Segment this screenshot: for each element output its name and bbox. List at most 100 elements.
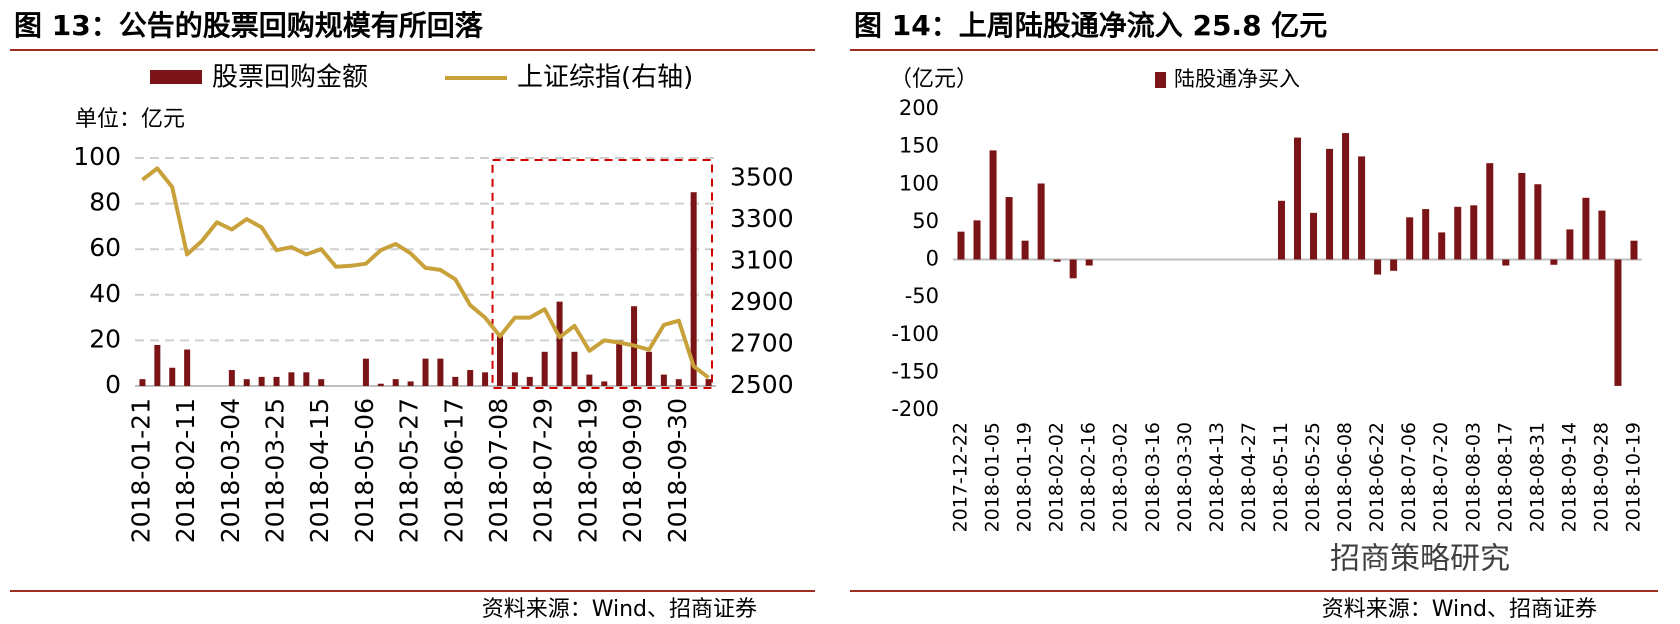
source: 资料来源：Wind、招商证券: [482, 597, 757, 622]
y-tick-label: 0: [926, 247, 939, 271]
bar: [1614, 259, 1622, 386]
x-tick-label: 2018-04-27: [1238, 422, 1260, 532]
bar: [1534, 184, 1542, 260]
x-tick-label: 2018-06-17: [439, 398, 468, 543]
y-tick-label: 80: [89, 188, 121, 217]
bar: [243, 379, 250, 386]
bar: [1374, 259, 1382, 275]
x-tick-label: 2018-08-03: [1462, 422, 1484, 532]
y-tick-label: -150: [891, 359, 939, 383]
x-tick-label: 2018-09-09: [618, 398, 647, 543]
y2-tick-label: 2700: [730, 329, 794, 358]
x-tick-label: 2018-06-08: [1334, 422, 1356, 532]
x-tick-label: 2018-03-30: [1174, 422, 1196, 532]
bar: [586, 374, 593, 386]
bar: [660, 374, 667, 386]
legend-swatch: [1155, 72, 1166, 88]
y-tick-label: 60: [89, 233, 121, 262]
x-tick-label: 2018-03-25: [261, 398, 290, 543]
y-tick-label: 100: [899, 171, 939, 195]
legend-label: 上证综指(右轴): [517, 63, 693, 93]
unit-label: （亿元）: [890, 67, 978, 92]
x-tick-label: 2018-08-17: [1494, 422, 1516, 532]
x-tick-label: 2018-07-20: [1430, 422, 1452, 532]
bar: [437, 358, 444, 386]
bar: [1390, 259, 1398, 271]
y-tick-label: -50: [905, 284, 939, 308]
y-tick-label: -100: [891, 322, 939, 346]
bar: [407, 381, 414, 386]
bar: [169, 367, 176, 386]
bar: [1486, 163, 1494, 260]
x-tick-label: 2018-08-19: [573, 398, 602, 543]
y2-tick-label: 3100: [730, 246, 794, 275]
watermark: 招商策略研究: [1330, 542, 1510, 577]
bar: [154, 344, 161, 386]
bar: [511, 372, 518, 386]
bar: [496, 335, 503, 386]
bar: [318, 379, 325, 386]
bar: [184, 349, 191, 386]
bar: [1069, 259, 1077, 279]
bar: [1005, 197, 1013, 260]
bar: [228, 370, 235, 386]
x-tick-label: 2018-04-13: [1206, 422, 1228, 532]
bar: [675, 379, 682, 386]
x-tick-label: 2018-04-15: [305, 398, 334, 543]
bar: [139, 379, 146, 386]
x-tick-label: 2018-09-30: [663, 398, 692, 543]
bar: [1438, 232, 1446, 260]
bar: [705, 379, 712, 386]
bar: [467, 370, 474, 386]
bar: [362, 358, 369, 386]
y2-tick-label: 3300: [730, 204, 794, 233]
bar: [1470, 205, 1478, 260]
bar: [1021, 240, 1029, 260]
bar: [1598, 210, 1606, 260]
x-tick-label: 2018-05-06: [350, 398, 379, 543]
y-tick-label: -200: [891, 397, 939, 421]
bar: [422, 358, 429, 386]
x-tick-label: 2018-01-21: [126, 398, 155, 543]
x-tick-label: 2018-03-16: [1142, 422, 1164, 532]
bar: [541, 351, 548, 386]
x-tick-label: 2018-07-06: [1398, 422, 1420, 532]
bar: [1294, 137, 1301, 260]
x-tick-label: 2018-03-04: [216, 398, 245, 543]
x-tick-label: 2018-06-22: [1366, 422, 1388, 532]
bar: [616, 340, 623, 386]
bar: [973, 220, 981, 260]
bar: [303, 372, 310, 386]
bar: [690, 192, 697, 386]
source: 资料来源：Wind、招商证券: [1322, 597, 1597, 622]
x-tick-label: 2018-10-19: [1622, 422, 1644, 532]
y-tick-label: 100: [73, 142, 121, 171]
x-tick-label: 2018-05-27: [395, 398, 424, 543]
bar: [1502, 259, 1510, 266]
x-tick-label: 2018-09-14: [1558, 422, 1580, 532]
bar: [645, 351, 652, 386]
bar: [482, 372, 489, 386]
x-tick-label: 2018-02-02: [1046, 422, 1068, 532]
chart-title: 图 13：公告的股票回购规模有所回落: [14, 9, 484, 42]
x-tick-label: 2018-09-28: [1590, 422, 1612, 532]
x-tick-label: 2018-05-11: [1270, 422, 1292, 532]
y2-tick-label: 3500: [730, 163, 794, 192]
bar: [571, 351, 578, 386]
bar: [377, 383, 384, 386]
bar: [1630, 240, 1638, 260]
chart-title: 图 14：上周陆股通净流入 25.8 亿元: [854, 9, 1327, 42]
y-tick-label: 40: [89, 279, 121, 308]
highlight-box: [491, 159, 713, 389]
bar: [1566, 229, 1574, 260]
legend-label: 股票回购金额: [212, 63, 368, 93]
bar: [957, 231, 965, 260]
x-tick-label: 2018-02-11: [171, 398, 200, 543]
bar: [288, 372, 295, 386]
unit-label: 单位：亿元: [75, 107, 185, 132]
bar: [1277, 200, 1285, 260]
y2-tick-label: 2500: [730, 370, 794, 399]
y-tick-label: 200: [899, 96, 939, 120]
bar: [556, 301, 563, 386]
